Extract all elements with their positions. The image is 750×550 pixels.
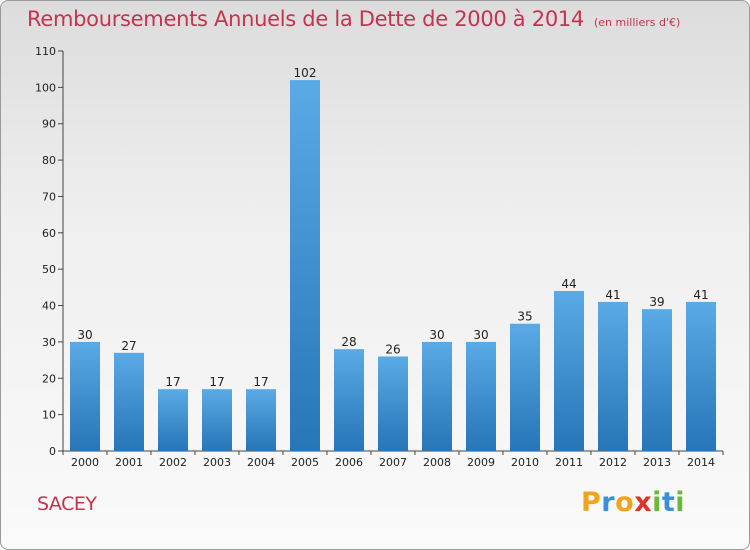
y-tick-label: 90 [42,118,56,131]
bar [246,389,276,451]
bar [422,341,452,451]
y-tick-label: 30 [42,336,56,349]
y-tick-label: 20 [42,372,56,385]
bar [334,349,364,451]
logo-letter: P [581,487,602,518]
x-tick-label: 2007 [379,456,407,469]
data-label: 17 [165,375,180,389]
x-tick-label: 2009 [467,456,495,469]
data-label: 44 [561,277,576,291]
bar [158,389,188,451]
x-tick-label: 2002 [159,456,187,469]
bar [290,80,320,451]
bar [642,309,672,451]
data-label: 41 [693,288,708,302]
bar [686,301,716,451]
y-tick-label: 70 [42,190,56,203]
data-label: 30 [473,328,488,342]
chart-title-text: Remboursements Annuels de la Dette de 20… [27,7,584,31]
y-tick-label: 10 [42,409,56,422]
data-label: 41 [605,288,620,302]
x-tick-label: 2008 [423,456,451,469]
logo-letter: r [601,487,616,518]
chart-bars [70,80,716,451]
x-tick-label: 2004 [247,456,275,469]
data-label: 35 [517,310,532,324]
chart-unit-note: (en milliers d'€) [594,16,681,29]
bar [70,341,100,451]
data-label: 17 [209,375,224,389]
y-tick-label: 110 [35,45,56,58]
bar [598,301,628,451]
x-tick-label: 2001 [115,456,143,469]
chart-title: Remboursements Annuels de la Dette de 20… [27,7,680,31]
bar [554,291,584,451]
bar [378,356,408,451]
x-tick-label: 2014 [687,456,715,469]
y-tick-label: 100 [35,81,56,94]
chart-labels: 2000 30 2001 27 2002 17 2003 17 2004 17 2005 102 200… [71,66,715,469]
data-label: 102 [294,66,317,80]
x-tick-label: 2012 [599,456,627,469]
y-tick-label: 50 [42,263,56,276]
data-label: 30 [77,328,92,342]
y-tick-label: 0 [49,445,56,458]
x-tick-label: 2006 [335,456,363,469]
bar [202,389,232,451]
x-tick-label: 2011 [555,456,583,469]
city-name: SACEY [37,493,97,515]
data-label: 27 [121,339,136,353]
logo-letter: i [652,487,662,518]
data-label: 17 [253,375,268,389]
proxiti-logo: Proxiti [581,487,685,518]
logo-letter: x [634,487,653,518]
logo-letter: i [675,487,686,518]
x-tick-label: 2000 [71,456,99,469]
data-label: 28 [341,335,356,349]
data-label: 30 [429,328,444,342]
bar [510,323,540,451]
bar [466,341,496,451]
logo-letter: o [615,487,635,518]
data-label: 26 [385,342,400,356]
bar [114,352,144,451]
y-tick-label: 40 [42,300,56,313]
logo-letter: t [661,487,676,518]
x-tick-label: 2013 [643,456,671,469]
x-tick-label: 2003 [203,456,231,469]
data-label: 39 [649,295,664,309]
y-tick-label: 80 [42,154,56,167]
x-tick-label: 2005 [291,456,319,469]
x-tick-label: 2010 [511,456,539,469]
y-tick-label: 60 [42,227,56,240]
